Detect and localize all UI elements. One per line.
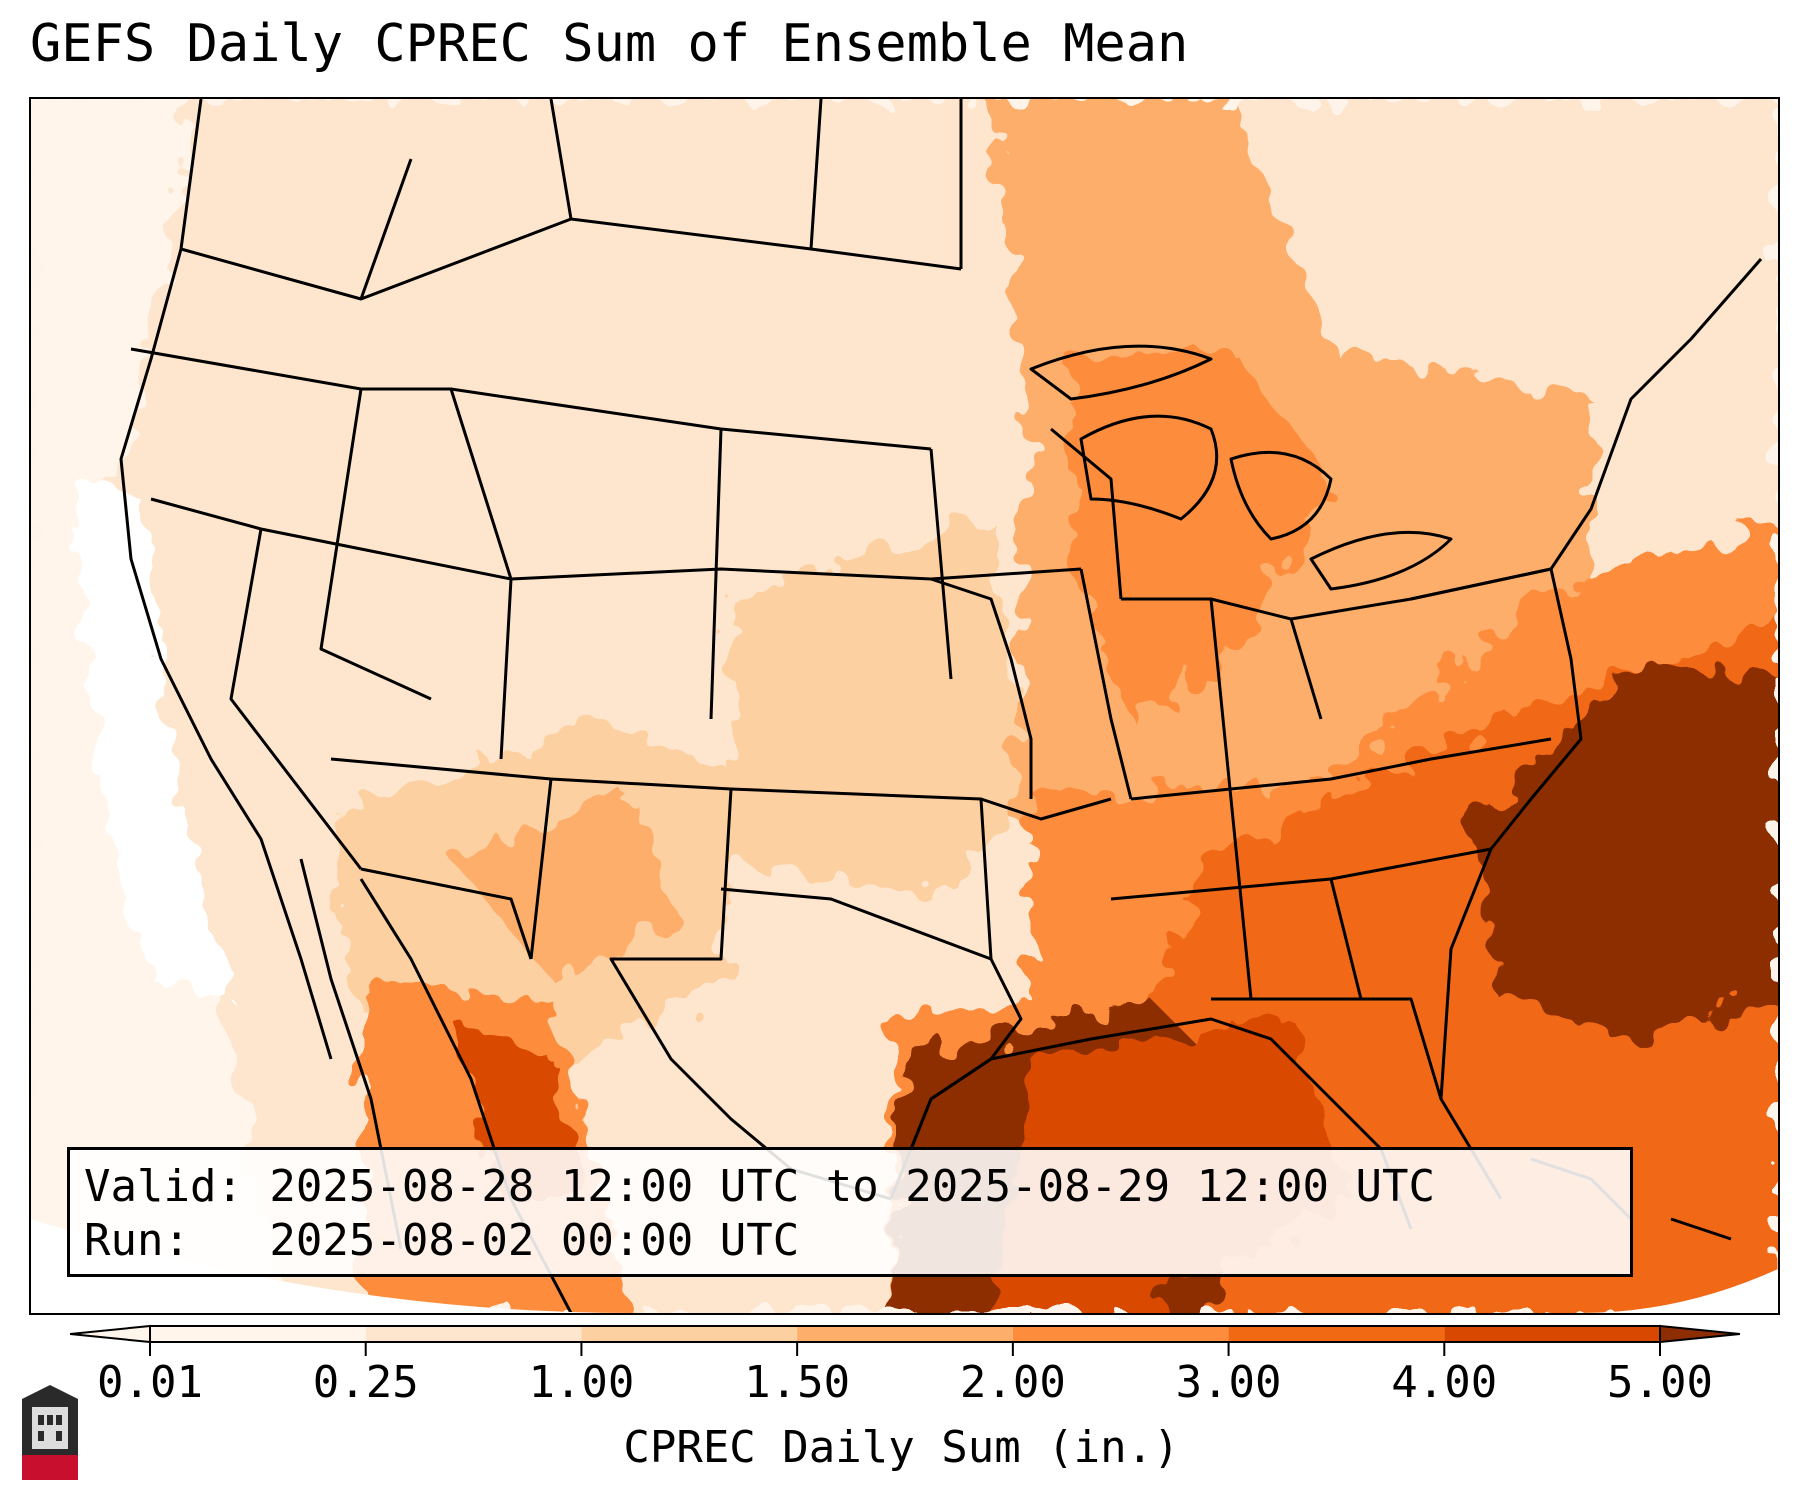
colorbar-tick-label: 4.00: [1391, 1357, 1498, 1408]
colorbar-segment: [1012, 1326, 1229, 1342]
gulf-coastline: [889, 1017, 1413, 1230]
colorbar-tick-label: 0.25: [312, 1357, 419, 1408]
niu-logo-band: [22, 1455, 78, 1480]
precip-southwest-core: [451, 799, 681, 979]
niu-logo-building: [32, 1407, 68, 1449]
colorbar-segment: [797, 1326, 1013, 1342]
run-time-text: Run: 2025-08-02 00:00 UTC: [84, 1215, 800, 1266]
colorbar-segment: [365, 1326, 582, 1342]
precip-plains: [731, 519, 1031, 899]
colorbar-tick-label: 1.00: [528, 1357, 635, 1408]
colorbar-tick-label: 5.00: [1607, 1357, 1713, 1408]
colorbar: [70, 1324, 1740, 1356]
precip-pacific-clear: [71, 479, 231, 999]
colorbar-segment: [1228, 1326, 1445, 1342]
lake-huron: [1229, 450, 1333, 541]
projection-edge-right: [1581, 1269, 1778, 1313]
chart-title: GEFS Daily CPREC Sum of Ensemble Mean: [30, 14, 1189, 74]
colorbar-max-arrow: [1659, 1324, 1740, 1344]
colorbar-tick-label: 0.01: [97, 1357, 203, 1408]
colorbar-outline: [149, 1325, 1661, 1343]
colorbar-tick-label: 3.00: [1175, 1357, 1282, 1408]
lake-michigan: [1079, 414, 1219, 521]
colorbar-tick-label: 1.50: [744, 1357, 851, 1408]
valid-time-text: Valid: 2025-08-28 12:00 UTC to 2025-08-2…: [84, 1161, 1436, 1212]
west-coastline: [119, 99, 333, 1060]
east-coastline: [1439, 568, 1583, 1100]
valid-run-info-box: Valid: 2025-08-28 12:00 UTC to 2025-08-2…: [67, 1147, 1633, 1277]
projection-edge-left: [31, 1219, 631, 1313]
colorbar-min-arrow: [70, 1324, 151, 1344]
lake-superior: [1029, 344, 1213, 401]
colorbar-segment: [150, 1326, 366, 1342]
lake-erie: [1309, 530, 1453, 591]
precip-map: [31, 99, 1778, 1313]
precip-west-coast: [31, 99, 291, 1313]
colorbar-segment: [1444, 1326, 1660, 1342]
colorbar-segment: [581, 1326, 798, 1342]
colorbar-label: CPREC Daily Sum (in.): [623, 1422, 1180, 1473]
precip-great-lakes: [1071, 349, 1331, 719]
niu-logo: [22, 1385, 78, 1480]
map-panel: [29, 97, 1780, 1315]
precip-atlantic-max: [1471, 659, 1778, 1039]
colorbar-tick-label: 2.00: [959, 1357, 1066, 1408]
